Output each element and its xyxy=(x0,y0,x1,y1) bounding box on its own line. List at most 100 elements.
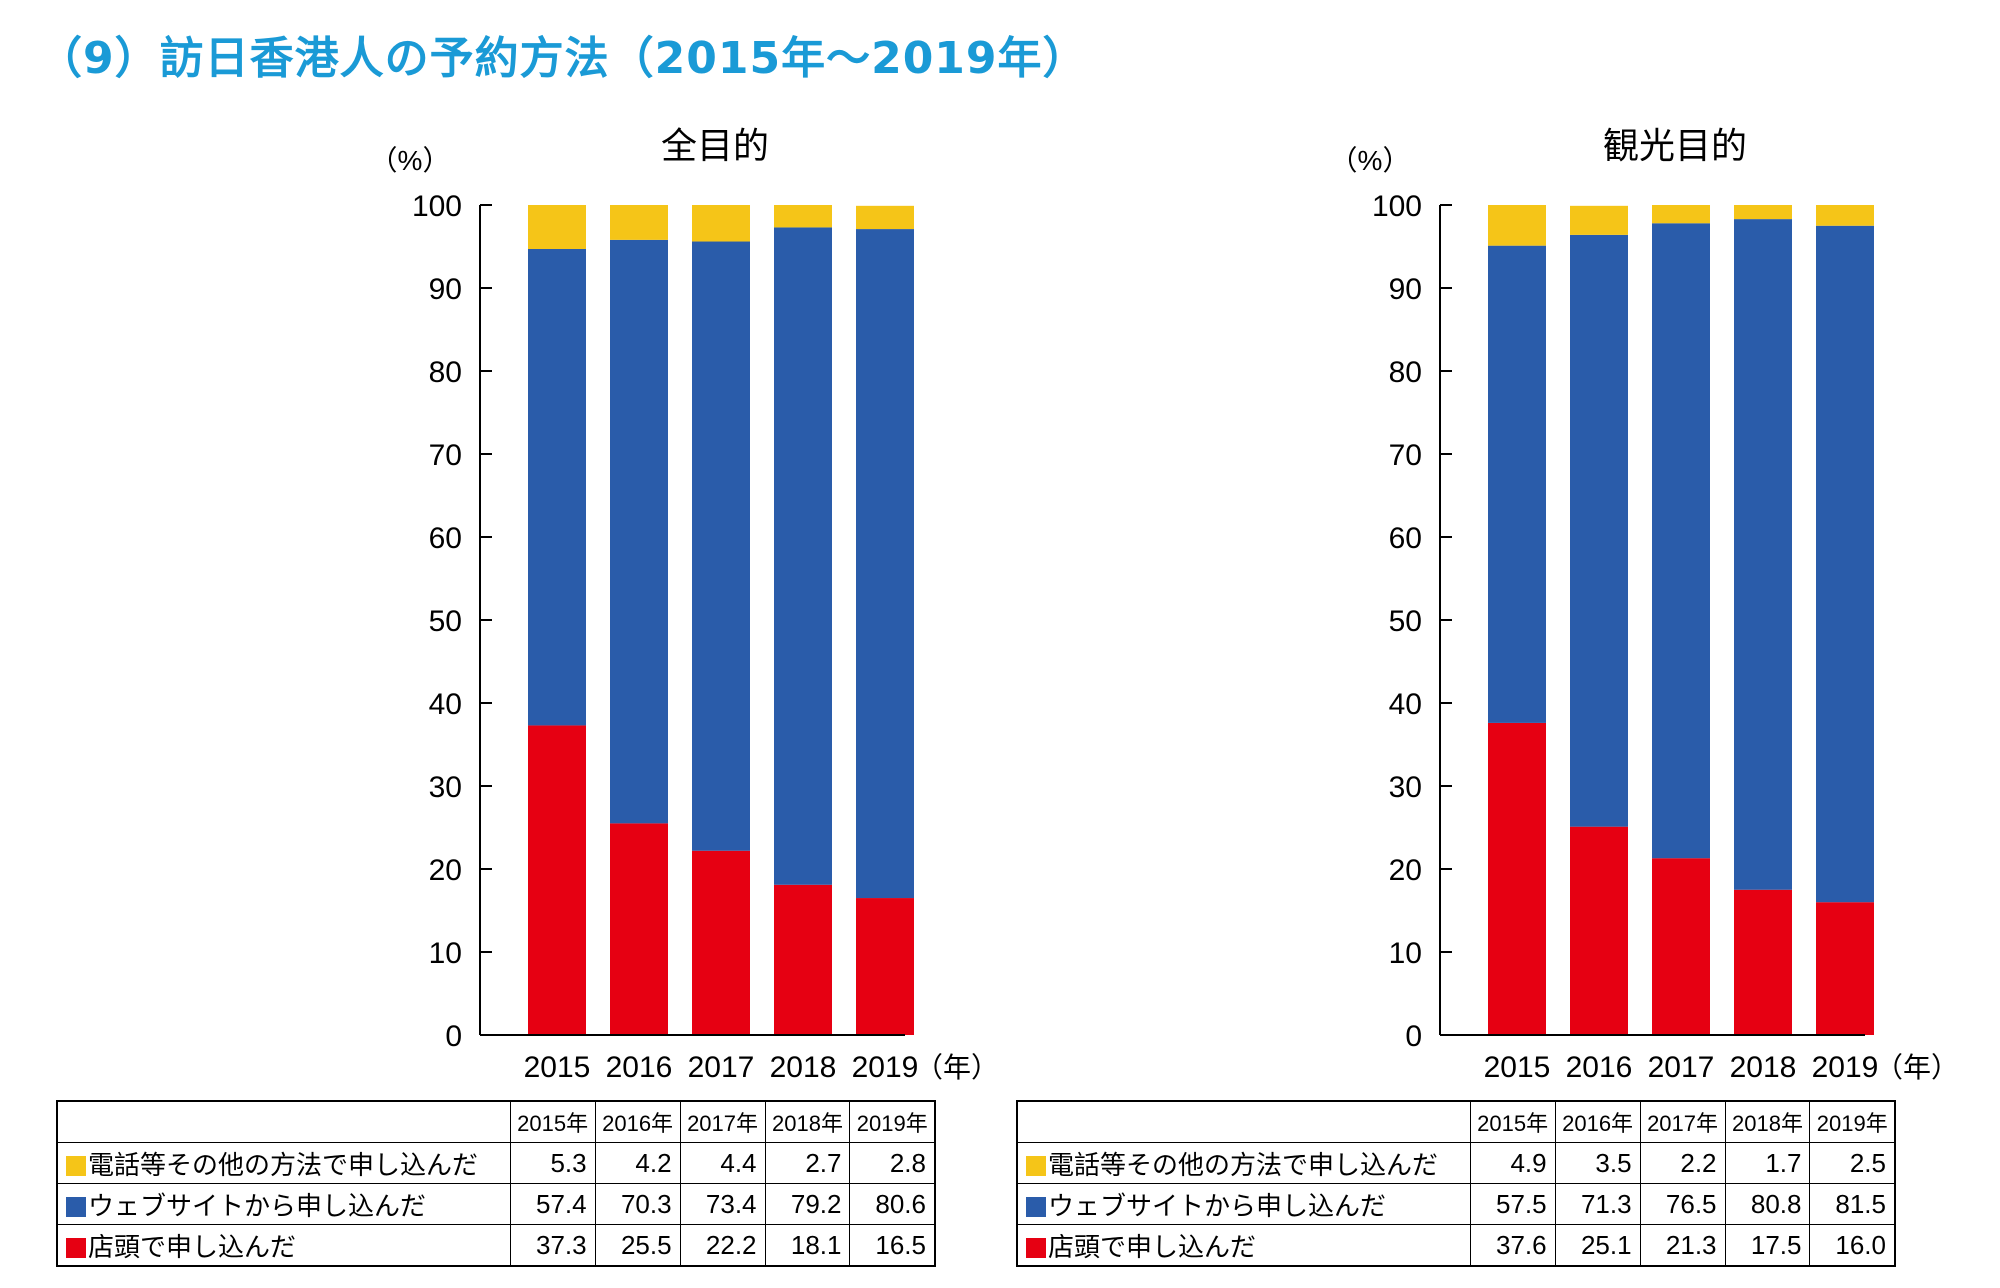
legend-swatch-web xyxy=(66,1196,86,1217)
value-cell: 25.5 xyxy=(594,1224,681,1267)
bar-store-2018 xyxy=(774,884,832,1035)
value-cell: 18.1 xyxy=(764,1224,851,1267)
chart-title: 全目的 xyxy=(661,125,769,166)
x-tick-label: 2017 xyxy=(688,1051,755,1084)
y-tick-label: 70 xyxy=(1389,439,1422,472)
value-cell: 57.5 xyxy=(1469,1183,1556,1225)
value-cell: 76.5 xyxy=(1639,1183,1726,1225)
x-tick-label: 2016 xyxy=(606,1051,673,1084)
table-header-cell: 2019年 xyxy=(1809,1100,1896,1143)
bar-web-2018 xyxy=(1734,219,1792,890)
legend-swatch-store xyxy=(1026,1237,1046,1258)
bar-store-2019 xyxy=(856,898,914,1035)
x-tick-label: 2016 xyxy=(1566,1051,1633,1084)
x-axis-unit: （年） xyxy=(915,1052,999,1083)
x-tick-label: 2015 xyxy=(1484,1051,1551,1084)
row-label-cell: 電話等その他の方法で申し込んだ xyxy=(56,1142,511,1184)
value-cell: 4.9 xyxy=(1469,1142,1556,1184)
x-tick-label: 2018 xyxy=(770,1051,837,1084)
bar-other-2015 xyxy=(1488,205,1546,246)
bar-other-2019 xyxy=(856,205,914,230)
x-tick-label: 2018 xyxy=(1730,1051,1797,1084)
y-tick-label: 0 xyxy=(1405,1020,1422,1053)
table-header-cell: 2015年 xyxy=(509,1100,596,1143)
chart-title: 観光目的 xyxy=(1603,125,1747,166)
bar-store-2015 xyxy=(528,725,586,1035)
value-cell: 22.2 xyxy=(679,1224,766,1267)
y-tick-label: 40 xyxy=(1389,688,1422,721)
row-label: ウェブサイトから申し込んだ xyxy=(88,1190,427,1221)
y-tick-label: 20 xyxy=(1389,854,1422,887)
bar-other-2017 xyxy=(692,205,750,242)
table-row: ウェブサイトから申し込んだ 57.5 71.3 76.5 80.8 81.5 xyxy=(1016,1183,1896,1225)
row-label-cell: 電話等その他の方法で申し込んだ xyxy=(1016,1142,1471,1184)
row-label: 店頭で申し込んだ xyxy=(1048,1231,1257,1262)
bar-web-2016 xyxy=(1570,234,1628,827)
value-cell: 17.5 xyxy=(1724,1224,1811,1267)
table-row: ウェブサイトから申し込んだ 57.4 70.3 73.4 79.2 80.6 xyxy=(56,1183,936,1225)
value-cell: 73.4 xyxy=(679,1183,766,1225)
table-header-cell: 2018年 xyxy=(1724,1100,1811,1143)
table-row: 電話等その他の方法で申し込んだ 4.9 3.5 2.2 1.7 2.5 xyxy=(1016,1142,1896,1184)
value-cell: 70.3 xyxy=(594,1183,681,1225)
bar-store-2016 xyxy=(1570,826,1628,1035)
bar-web-2019 xyxy=(1816,225,1874,903)
value-cell: 37.3 xyxy=(509,1224,596,1267)
y-tick-label: 90 xyxy=(1389,273,1422,306)
row-label: 店頭で申し込んだ xyxy=(88,1231,297,1262)
y-tick-label: 100 xyxy=(1372,190,1422,223)
table-header-row: 2015年 2016年 2017年 2018年 2019年 xyxy=(56,1100,936,1143)
value-cell: 80.6 xyxy=(849,1183,936,1225)
y-tick-label: 80 xyxy=(1389,356,1422,389)
table-row: 電話等その他の方法で申し込んだ 5.3 4.2 4.4 2.7 2.8 xyxy=(56,1142,936,1184)
table-header-cell: 2015年 xyxy=(1469,1100,1556,1143)
y-tick-label: 70 xyxy=(429,439,462,472)
bar-web-2017 xyxy=(692,241,750,851)
bar-other-2017 xyxy=(1652,205,1710,224)
y-tick-label: 80 xyxy=(429,356,462,389)
value-cell: 21.3 xyxy=(1639,1224,1726,1267)
legend-swatch-other xyxy=(66,1155,86,1176)
y-tick-label: 90 xyxy=(429,273,462,306)
bar-web-2016 xyxy=(610,239,668,824)
legend-swatch-web xyxy=(1026,1196,1046,1217)
value-cell: 1.7 xyxy=(1724,1142,1811,1184)
data-table-sightseeing: 2015年 2016年 2017年 2018年 2019年 電話等その他の方法で申し込んだ… xyxy=(1016,1100,1896,1267)
value-cell: 37.6 xyxy=(1469,1224,1556,1267)
table-header-cell: 2016年 xyxy=(594,1100,681,1143)
value-cell: 4.2 xyxy=(594,1142,681,1184)
x-axis-unit: （年） xyxy=(1875,1052,1959,1083)
page-title: （9）訪日香港人の予約方法（2015年～2019年） xyxy=(38,33,1088,84)
row-label: 電話等その他の方法で申し込んだ xyxy=(1048,1149,1439,1180)
table-corner-cell xyxy=(1016,1100,1471,1143)
bar-other-2015 xyxy=(528,205,586,249)
x-tick-label: 2017 xyxy=(1648,1051,1715,1084)
value-cell: 79.2 xyxy=(764,1183,851,1225)
bar-web-2015 xyxy=(528,248,586,726)
bar-web-2015 xyxy=(1488,245,1546,723)
value-cell: 2.2 xyxy=(1639,1142,1726,1184)
y-tick-label: 60 xyxy=(1389,522,1422,555)
x-tick-label: 2019 xyxy=(1812,1051,1879,1084)
bar-store-2016 xyxy=(610,823,668,1035)
row-label-cell: 店頭で申し込んだ xyxy=(56,1224,511,1267)
bar-other-2018 xyxy=(774,205,832,228)
row-label: ウェブサイトから申し込んだ xyxy=(1048,1190,1387,1221)
y-tick-label: 30 xyxy=(429,771,462,804)
value-cell: 2.8 xyxy=(849,1142,936,1184)
y-tick-label: 50 xyxy=(1389,605,1422,638)
y-tick-label: 10 xyxy=(1389,937,1422,970)
value-cell: 81.5 xyxy=(1809,1183,1896,1225)
table-corner-cell xyxy=(56,1100,511,1143)
bar-store-2019 xyxy=(1816,902,1874,1035)
row-label: 電話等その他の方法で申し込んだ xyxy=(88,1149,479,1180)
bar-other-2019 xyxy=(1816,205,1874,226)
y-axis-unit: （%） xyxy=(1330,145,1411,176)
x-tick-label: 2019 xyxy=(852,1051,919,1084)
y-axis-unit: （%） xyxy=(370,145,451,176)
bar-other-2016 xyxy=(610,205,668,240)
table-header-cell: 2016年 xyxy=(1554,1100,1641,1143)
y-tick-label: 0 xyxy=(445,1020,462,1053)
value-cell: 80.8 xyxy=(1724,1183,1811,1225)
bar-other-2018 xyxy=(1734,205,1792,220)
